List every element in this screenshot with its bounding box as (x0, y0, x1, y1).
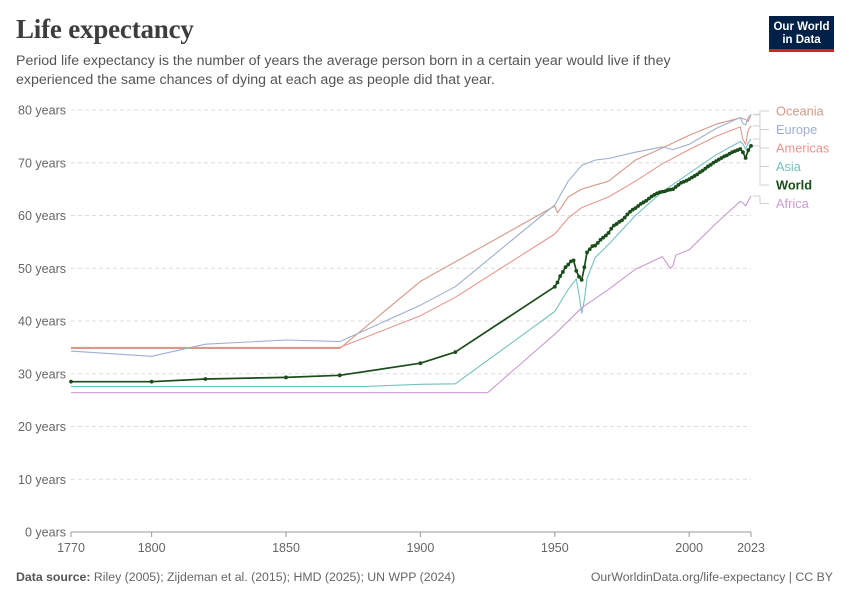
x-tick-label: 1950 (541, 541, 569, 555)
y-tick-label: 40 years (18, 315, 66, 329)
data-point-world (620, 218, 624, 223)
legend-connector-world (753, 145, 769, 186)
data-point-world (749, 143, 753, 148)
data-point-world (743, 156, 748, 160)
legend-layer: Oceania Europe Americas Asia World Africa (753, 104, 829, 211)
data-point-world (644, 198, 649, 203)
data-point-world (595, 241, 600, 245)
legend-label-europe: Europe (776, 122, 817, 137)
data-point-world (628, 209, 632, 214)
data-point-world (337, 373, 342, 378)
data-point-world (622, 215, 627, 220)
x-tick-label: 1770 (57, 541, 85, 555)
data-point-world (673, 185, 678, 189)
data-point-world (579, 277, 584, 282)
logo-line1: Our World (773, 21, 830, 33)
data-point-world (636, 204, 641, 208)
data-point-world (598, 237, 603, 242)
data-point-world (284, 375, 288, 380)
data-point-world (593, 243, 598, 248)
data-point-world (577, 274, 581, 279)
data-source-text: Riley (2005); Zijdeman et al. (2015); HM… (93, 570, 456, 584)
logo-line2: in Data (782, 34, 821, 46)
data-point-world (603, 233, 608, 238)
data-point-world (625, 212, 630, 217)
series-line-world (71, 145, 752, 383)
y-tick-label: 60 years (18, 209, 66, 223)
x-tick-label: 1900 (407, 541, 435, 555)
y-tick-label: 0 years (25, 526, 66, 540)
data-point-world (601, 235, 606, 240)
data-point-world (703, 166, 708, 171)
y-tick-label: 30 years (18, 367, 66, 381)
data-point-world (741, 150, 745, 155)
x-tick-label: 2000 (675, 541, 703, 555)
data-point-world (563, 265, 568, 270)
data-point-world (560, 270, 565, 274)
data-point-world (746, 148, 751, 152)
data-point-world (69, 379, 73, 384)
data-point-world (555, 280, 560, 285)
data-point-world (695, 172, 700, 177)
chart-subtitle: Period life expectancy is the number of … (16, 53, 671, 88)
data-point-world (738, 147, 743, 151)
series-line-asia (71, 138, 752, 387)
data-point-world (558, 274, 563, 279)
legend-label-africa: Africa (776, 196, 810, 211)
data-point-world (676, 183, 681, 187)
data-point-world (571, 258, 576, 263)
data-point-world (671, 187, 675, 192)
x-tick-label: 1850 (272, 541, 300, 555)
data-point-world (566, 262, 571, 267)
y-tick-label: 20 years (18, 420, 66, 434)
x-tick-label: 2023 (737, 541, 765, 555)
legend-connector-asia (753, 138, 769, 167)
legend-label-americas: Americas (776, 141, 829, 156)
data-point-world (203, 377, 208, 381)
data-point-world (700, 168, 705, 173)
x-tick-label: 1800 (138, 541, 166, 555)
data-point-world (609, 226, 614, 231)
source-url-link[interactable]: OurWorldinData.org/life-expectancy | CC … (590, 570, 833, 584)
data-point-world (149, 379, 154, 384)
legend-connector-oceania (753, 110, 769, 115)
grid-layer (71, 109, 751, 480)
data-source-label: Data source: (16, 570, 91, 584)
data-point-world (453, 350, 458, 355)
data-point-world (708, 162, 713, 167)
logo-accent-bar (769, 49, 834, 52)
series-line-europe (70, 114, 752, 357)
data-point-world (614, 222, 619, 226)
data-point-world (646, 196, 651, 201)
legend-label-oceania: Oceania (776, 104, 825, 119)
axis-layer: 0 years 10 years 20 years 30 years 40 years 5… (18, 104, 765, 556)
series-line-africa (71, 195, 752, 394)
series-line-americas (71, 125, 752, 348)
data-point-world (574, 268, 579, 273)
legend-connector-americas (753, 125, 769, 149)
data-point-world (606, 231, 611, 235)
legend-connector-africa (753, 195, 769, 204)
series-line-oceania (71, 114, 752, 349)
data-point-world (633, 206, 638, 211)
legend-label-world: World (776, 178, 812, 193)
chart-title: Life expectancy (16, 14, 194, 44)
legend-connector-europe (753, 114, 769, 130)
y-tick-label: 80 years (18, 104, 66, 118)
series-layer (69, 114, 753, 394)
y-tick-label: 10 years (18, 473, 66, 487)
y-tick-label: 70 years (18, 156, 66, 170)
y-tick-label: 50 years (18, 262, 66, 276)
data-point-world (585, 250, 589, 255)
data-point-world (418, 361, 423, 366)
data-source: Data source: Riley (2005); Zijdeman et a… (16, 570, 455, 584)
data-point-world (587, 247, 592, 252)
owid-logo[interactable]: Our World in Data (769, 16, 834, 52)
legend-label-asia: Asia (776, 159, 802, 174)
data-point-world (582, 265, 587, 270)
data-point-world (552, 284, 557, 289)
